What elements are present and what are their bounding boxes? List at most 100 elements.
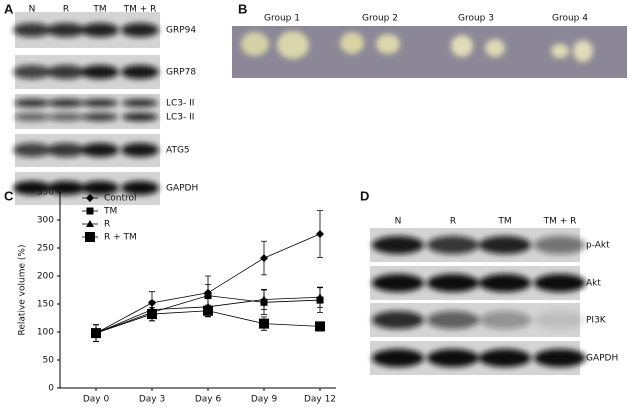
panel-label: D: [360, 188, 369, 203]
protein-label: ATG5: [166, 146, 190, 156]
band: [479, 311, 531, 329]
band: [13, 181, 51, 195]
y-tick-label: 0: [48, 384, 54, 394]
band: [534, 349, 586, 367]
band: [122, 113, 158, 121]
band: [534, 236, 586, 254]
protein-label: LC3- II: [166, 113, 194, 123]
y-tick-label: 100: [37, 328, 54, 338]
marker: [260, 254, 268, 263]
blot-bands: [13, 181, 159, 195]
lane-label: N: [395, 217, 402, 227]
tumors: [241, 31, 593, 62]
blot-bands: [13, 143, 159, 157]
band: [48, 99, 84, 107]
y-tick-label: 50: [43, 356, 55, 366]
band: [479, 274, 531, 292]
band: [121, 23, 159, 37]
x-tick-label: Day 0: [83, 395, 110, 405]
group-label: Group 3: [458, 14, 494, 24]
band: [427, 236, 479, 254]
band: [81, 23, 119, 37]
band: [479, 236, 531, 254]
lane-label: TM + R: [543, 217, 577, 227]
band: [47, 65, 85, 79]
marker: [315, 321, 325, 332]
marker: [316, 293, 324, 301]
blot-bands: [13, 23, 159, 37]
lane-label: N: [29, 5, 36, 15]
legend-marker: [86, 207, 94, 215]
protein-label: GRP94: [166, 26, 196, 36]
band: [427, 349, 479, 367]
blot-bands: [13, 65, 159, 79]
marker: [259, 318, 269, 329]
legend-marker: [86, 194, 94, 202]
band: [372, 311, 424, 329]
band: [122, 99, 158, 107]
band: [372, 274, 424, 292]
band: [13, 65, 51, 79]
legend-marker: [86, 220, 94, 227]
band: [82, 113, 118, 121]
group-label: Group 1: [264, 14, 300, 24]
lane-label: TM: [497, 217, 511, 227]
band: [47, 23, 85, 37]
band: [81, 65, 119, 79]
protein-label: GRP78: [166, 68, 196, 78]
band: [534, 311, 586, 329]
panel-label: C: [4, 188, 14, 203]
legend-label: Control: [104, 194, 137, 204]
group-label: Group 4: [552, 14, 588, 24]
lane-label: R: [63, 5, 69, 15]
blot-bands: [372, 349, 586, 367]
band: [427, 311, 479, 329]
band: [534, 274, 586, 292]
x-tick-label: Day 12: [304, 395, 336, 405]
band: [13, 23, 51, 37]
panel-label: B: [238, 1, 247, 16]
band: [82, 99, 118, 107]
y-tick-label: 250: [37, 244, 54, 254]
protein-label: PI3K: [586, 316, 607, 326]
marker: [147, 309, 157, 320]
protein-label: GAPDH: [586, 354, 618, 364]
band: [47, 143, 85, 157]
blot-bands: [14, 99, 158, 121]
legend-label: R + TM: [104, 233, 137, 243]
x-tick-label: Day 6: [195, 395, 222, 405]
band: [81, 181, 119, 195]
band: [47, 181, 85, 195]
band: [121, 143, 159, 157]
y-tick-label: 350: [37, 188, 54, 198]
legend-marker: [85, 232, 95, 242]
marker: [91, 328, 101, 339]
protein-label: LC3- II: [166, 99, 194, 109]
x-tick-label: Day 3: [139, 395, 165, 405]
protein-label: Akt: [586, 279, 601, 289]
band: [372, 349, 424, 367]
band: [81, 143, 119, 157]
panel-label: A: [4, 1, 14, 16]
lane-label: R: [450, 217, 456, 227]
band: [121, 65, 159, 79]
band: [48, 113, 84, 121]
x-tick-label: Day 9: [251, 395, 278, 405]
blot-bands: [372, 311, 586, 329]
band: [13, 143, 51, 157]
blot-bands: [372, 274, 586, 292]
protein-label: GAPDH: [166, 184, 198, 194]
marker: [203, 305, 213, 316]
marker: [316, 230, 324, 238]
y-tick-label: 150: [37, 300, 54, 310]
group-label: Group 2: [362, 14, 398, 24]
lane-label: TM: [92, 5, 106, 15]
band: [14, 99, 50, 107]
band: [14, 113, 50, 121]
y-tick-label: 200: [37, 272, 54, 282]
y-axis-label: Relative volume (%): [18, 245, 28, 336]
blot-bands: [372, 236, 586, 254]
protein-label: p-Akt: [586, 241, 610, 251]
